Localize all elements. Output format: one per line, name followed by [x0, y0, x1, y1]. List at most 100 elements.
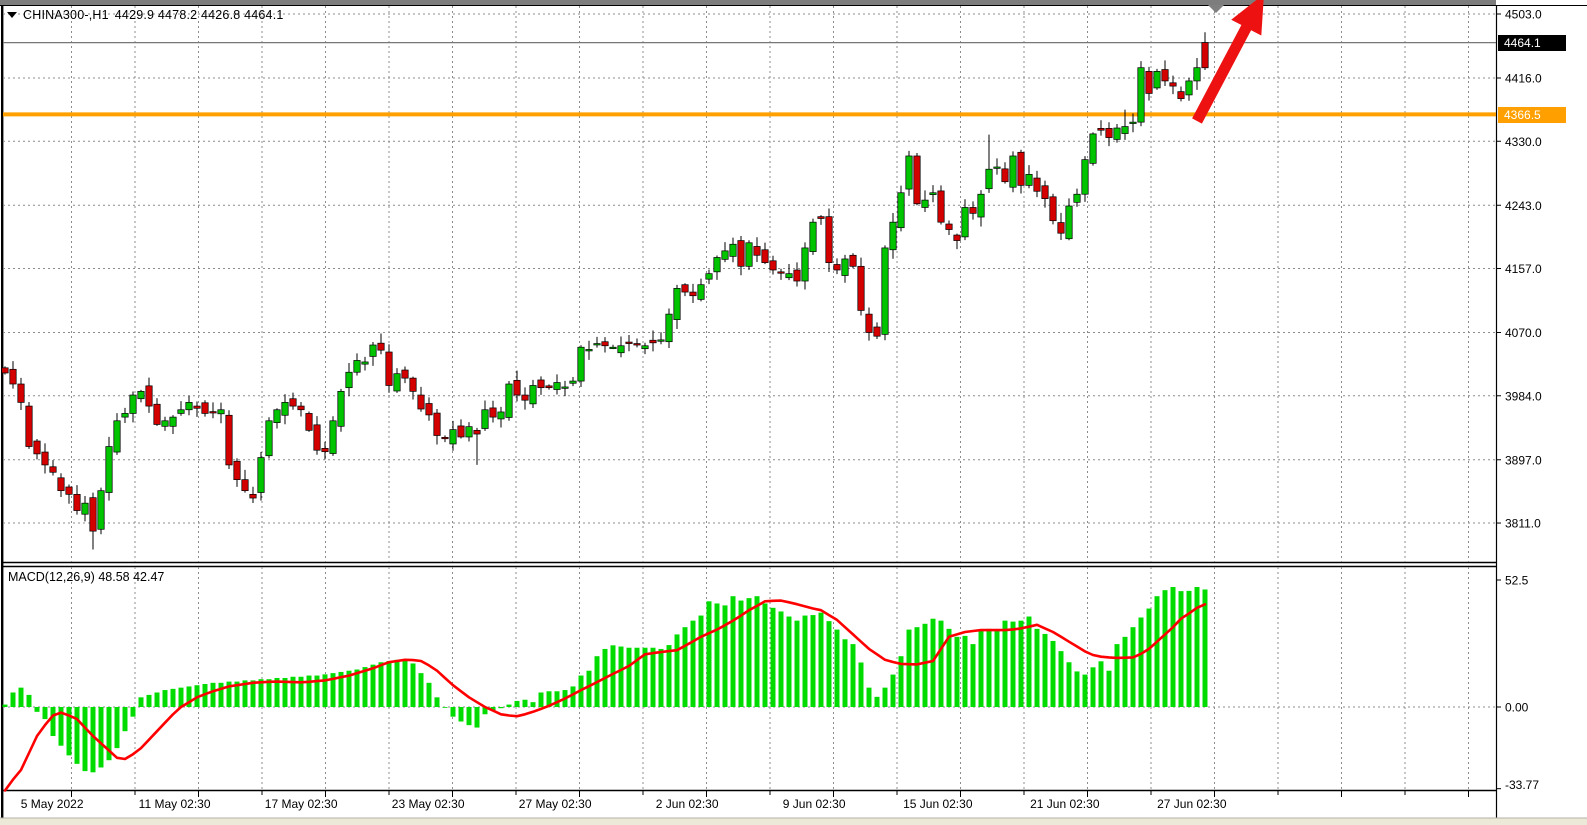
candle-body[interactable]: [705, 273, 713, 280]
candle-body[interactable]: [177, 409, 185, 414]
candle-body[interactable]: [81, 502, 89, 515]
candle-body[interactable]: [1025, 174, 1033, 186]
candle-body[interactable]: [729, 243, 737, 257]
candle-body[interactable]: [753, 246, 761, 256]
candle-body[interactable]: [201, 402, 209, 414]
candle-body[interactable]: [1169, 82, 1177, 87]
candle-body[interactable]: [737, 240, 745, 267]
candle-body[interactable]: [105, 446, 113, 493]
candle-body[interactable]: [721, 250, 729, 260]
candle-body[interactable]: [161, 420, 169, 427]
candle-body[interactable]: [793, 269, 801, 282]
candle-body[interactable]: [1057, 222, 1065, 234]
candle-body[interactable]: [57, 477, 65, 492]
candle-body[interactable]: [617, 345, 625, 354]
candle-body[interactable]: [1033, 177, 1041, 192]
candle-body[interactable]: [521, 394, 529, 401]
candle-body[interactable]: [913, 155, 921, 205]
candle-body[interactable]: [409, 377, 417, 392]
candle-body[interactable]: [401, 369, 409, 379]
candle-body[interactable]: [481, 409, 489, 429]
candle-body[interactable]: [1145, 71, 1153, 94]
candle-body[interactable]: [641, 345, 649, 350]
candle-body[interactable]: [881, 247, 889, 335]
candle-body[interactable]: [281, 402, 289, 416]
candle-body[interactable]: [1129, 121, 1137, 124]
candle-body[interactable]: [185, 402, 193, 411]
candle-body[interactable]: [1089, 133, 1097, 164]
candle-body[interactable]: [193, 405, 201, 409]
candle-body[interactable]: [41, 451, 49, 466]
candle-body[interactable]: [857, 265, 865, 311]
candle-body[interactable]: [153, 403, 161, 425]
candle-body[interactable]: [1073, 193, 1081, 203]
candle-body[interactable]: [257, 457, 265, 493]
candle-body[interactable]: [113, 420, 121, 453]
candle-body[interactable]: [561, 386, 569, 389]
candle-body[interactable]: [321, 448, 329, 453]
candle-body[interactable]: [809, 221, 817, 252]
candle-body[interactable]: [377, 342, 385, 351]
candle-body[interactable]: [337, 391, 345, 427]
candle-body[interactable]: [17, 383, 25, 403]
candle-body[interactable]: [825, 216, 833, 263]
candle-body[interactable]: [385, 351, 393, 386]
candle-body[interactable]: [457, 425, 465, 438]
candle-body[interactable]: [425, 403, 433, 416]
candle-body[interactable]: [65, 486, 73, 495]
candle-body[interactable]: [73, 493, 81, 511]
candle-body[interactable]: [489, 407, 497, 418]
candle-body[interactable]: [537, 379, 545, 389]
candle-body[interactable]: [897, 192, 905, 229]
candle-body[interactable]: [745, 242, 753, 267]
candle-body[interactable]: [553, 382, 561, 390]
candle-body[interactable]: [889, 221, 897, 251]
chart-shift-icon[interactable]: [1208, 5, 1224, 13]
candle-body[interactable]: [657, 339, 665, 342]
candle-body[interactable]: [305, 413, 313, 431]
candle-body[interactable]: [137, 391, 145, 400]
candle-body[interactable]: [129, 394, 137, 414]
candle-body[interactable]: [1081, 159, 1089, 195]
candle-body[interactable]: [569, 380, 577, 384]
candle-body[interactable]: [921, 199, 929, 208]
candle-body[interactable]: [241, 479, 249, 492]
candle-body[interactable]: [849, 254, 857, 267]
candle-body[interactable]: [873, 326, 881, 337]
candle-body[interactable]: [345, 371, 353, 389]
candle-body[interactable]: [681, 284, 689, 293]
candle-body[interactable]: [1201, 42, 1209, 69]
candle-body[interactable]: [1, 367, 9, 374]
candle-body[interactable]: [713, 257, 721, 273]
candle-body[interactable]: [905, 155, 913, 190]
candle-body[interactable]: [33, 440, 41, 455]
candle-body[interactable]: [785, 273, 793, 279]
candle-body[interactable]: [1177, 91, 1185, 99]
candle-body[interactable]: [1193, 67, 1201, 82]
candle-body[interactable]: [1017, 151, 1025, 186]
candle-body[interactable]: [761, 249, 769, 263]
candle-body[interactable]: [1161, 69, 1169, 82]
candle-body[interactable]: [697, 284, 705, 300]
candle-body[interactable]: [9, 368, 17, 385]
candle-body[interactable]: [217, 409, 225, 415]
candle-body[interactable]: [993, 166, 1001, 169]
candle-body[interactable]: [977, 193, 985, 218]
candle-body[interactable]: [1185, 80, 1193, 96]
candle-body[interactable]: [577, 346, 585, 382]
candle-body[interactable]: [985, 168, 993, 190]
candle-body[interactable]: [1113, 127, 1121, 140]
candle-body[interactable]: [497, 411, 505, 420]
candle-body[interactable]: [601, 341, 609, 347]
candle-body[interactable]: [353, 360, 361, 373]
candle-body[interactable]: [329, 420, 337, 454]
candle-body[interactable]: [769, 260, 777, 271]
candle-body[interactable]: [209, 411, 217, 414]
candle-body[interactable]: [585, 349, 593, 352]
candle-body[interactable]: [473, 429, 481, 435]
candle-body[interactable]: [1001, 168, 1009, 183]
candle-body[interactable]: [1041, 185, 1049, 199]
candle-body[interactable]: [937, 190, 945, 223]
candle-body[interactable]: [89, 497, 97, 532]
